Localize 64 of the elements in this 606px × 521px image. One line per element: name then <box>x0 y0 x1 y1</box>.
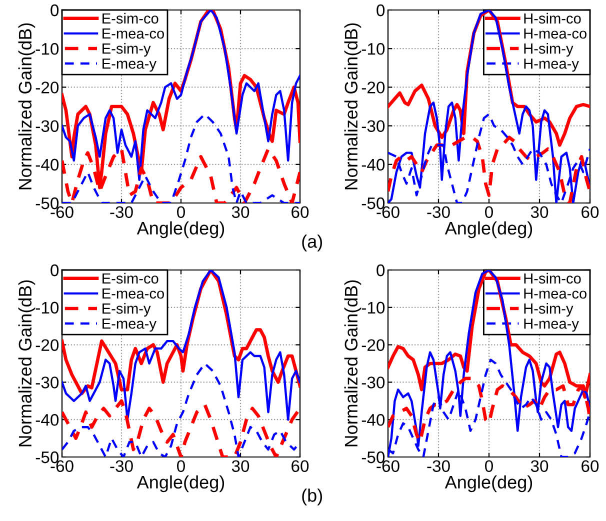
x-axis-title: Angle(deg) <box>444 221 532 238</box>
line-series <box>388 10 590 203</box>
legend-label: H-sim-co <box>524 272 581 284</box>
legend-label: E-mea-co <box>102 28 164 39</box>
y-tick-label: 0 <box>50 4 59 16</box>
legend-label: H-sim-co <box>524 12 581 24</box>
x-tick-label: 60 <box>292 206 309 218</box>
y-tick-label: -40 <box>362 158 385 171</box>
y-tick-label: -20 <box>362 339 385 352</box>
legend-label: E-sim-co <box>102 272 158 284</box>
y-tick-label: -30 <box>362 120 385 132</box>
y-tick-label: -10 <box>362 302 385 314</box>
legend-label: E-sim-co <box>102 12 158 24</box>
text: (a) <box>302 234 322 252</box>
x-axis-title: Angle(deg) <box>444 475 532 492</box>
y-tick-label: 0 <box>50 264 59 276</box>
x-tick-label: 30 <box>530 206 548 218</box>
legend-label: E-sim-y <box>102 303 151 317</box>
legend-label: H-sim-y <box>524 43 574 57</box>
y-tick-label: -20 <box>36 82 59 94</box>
y-tick-label: -20 <box>362 82 385 94</box>
x-tick-label: 30 <box>232 460 250 472</box>
x-tick-label: -30 <box>427 206 450 218</box>
y-tick-label: -10 <box>36 43 59 55</box>
y-axis-title: Normalized Gain(dB) <box>18 280 36 446</box>
y-axis-title: Normalized Gain(dB) <box>344 280 362 446</box>
x-tick-label: 30 <box>530 460 548 472</box>
x-tick-label: 30 <box>232 206 250 218</box>
y-tick-label: 0 <box>376 4 385 16</box>
y-tick-label: 0 <box>376 264 385 276</box>
legend-label: E-mea-y <box>102 58 156 72</box>
x-tick-label: -30 <box>110 460 133 472</box>
line-series <box>388 270 590 457</box>
y-tick-label: -30 <box>36 120 59 132</box>
legend-label: H-mea-co <box>524 288 586 299</box>
y-axis-title: Normalized Gain(dB) <box>18 23 36 190</box>
x-axis-title: Angle(deg) <box>136 475 224 492</box>
text: (b) <box>302 488 322 506</box>
x-tick-label: 60 <box>582 206 599 218</box>
y-tick-label: -40 <box>36 414 59 426</box>
x-tick-label: 60 <box>582 460 599 472</box>
y-tick-label: -40 <box>36 158 59 171</box>
y-tick-label: -10 <box>36 302 59 314</box>
x-tick-label: 0 <box>177 460 185 472</box>
x-tick-label: 0 <box>485 460 493 472</box>
x-tick-label: -30 <box>110 206 133 218</box>
y-tick-label: -10 <box>362 43 385 55</box>
y-tick-label: -20 <box>36 339 59 352</box>
y-tick-label: -30 <box>362 376 385 388</box>
legend-label: H-mea-y <box>524 58 579 72</box>
y-tick-label: -30 <box>36 376 59 388</box>
y-axis-title: Normalized Gain(dB) <box>344 23 362 190</box>
x-axis-title: Angle(deg) <box>136 221 224 238</box>
x-tick-label: 60 <box>292 460 309 472</box>
legend-label: H-mea-y <box>524 318 579 332</box>
legend-label: H-sim-y <box>524 303 574 317</box>
legend-label: E-mea-co <box>102 288 164 299</box>
x-tick-label: 0 <box>177 206 185 218</box>
legend-label: H-mea-co <box>524 28 586 39</box>
legend-label: E-mea-y <box>102 318 156 332</box>
y-tick-label: -40 <box>362 414 385 426</box>
legend-label: E-sim-y <box>102 43 151 57</box>
x-tick-label: -30 <box>427 460 450 472</box>
x-tick-label: 0 <box>485 206 493 218</box>
